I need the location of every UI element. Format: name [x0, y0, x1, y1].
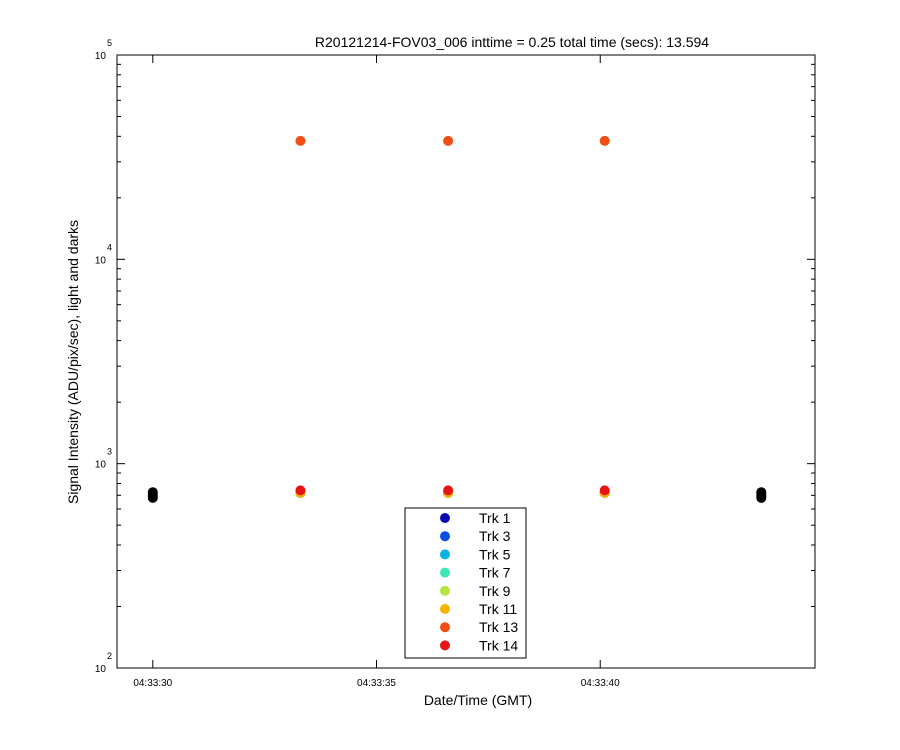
legend-label-trk-11: Trk 11: [479, 601, 517, 617]
point-trk-14: [443, 485, 454, 496]
chart-title: R20121214-FOV03_006 inttime = 0.25 total…: [315, 34, 709, 50]
legend-label-trk-5: Trk 5: [479, 546, 511, 562]
y-tick-exponent: 2: [107, 651, 112, 661]
y-tick-exponent: 4: [107, 242, 112, 252]
point-trk-14: [295, 485, 306, 496]
legend-marker-trk-11: [440, 604, 450, 614]
point-trk-14: [599, 485, 610, 496]
legend-marker-trk-5: [440, 549, 450, 560]
plot-frame: [116, 54, 816, 669]
dark-point: [756, 487, 767, 498]
legend-marker-trk-14: [440, 640, 450, 651]
x-axis-label: Date/Time (GMT): [424, 692, 532, 708]
legend-marker-trk-7: [440, 567, 450, 578]
legend-label-trk-13: Trk 13: [479, 619, 518, 635]
legend: Trk 1 Trk 3 Trk 5 Trk 7 Trk 9 Trk 11 Trk 13 Trk…: [404, 507, 527, 659]
y-tick-exponent: 3: [107, 447, 112, 457]
legend-label-trk-14: Trk 14: [479, 637, 518, 653]
legend-marker-trk-3: [440, 531, 450, 542]
y-tick-label: 10: [95, 664, 107, 675]
y-axis-label: Signal Intensity (ADU/pix/sec), light an…: [65, 220, 81, 504]
legend-marker-trk-9: [440, 585, 450, 596]
x-tick-label: 04:33:35: [357, 678, 396, 689]
y-tick-label: 10: [95, 51, 107, 62]
x-tick-label: 04:33:30: [133, 678, 172, 689]
point-trk-13: [599, 135, 610, 146]
legend-box: [404, 507, 527, 659]
legend-marker-trk-1: [440, 513, 450, 523]
point-trk-13: [443, 135, 454, 146]
legend-label-trk-3: Trk 3: [479, 528, 511, 544]
y-tick-label: 10: [95, 255, 107, 266]
legend-marker-trk-13: [440, 622, 450, 633]
y-tick-exponent: 5: [107, 38, 112, 48]
point-trk-13: [295, 135, 306, 146]
dark-point: [147, 487, 158, 498]
legend-label-trk-7: Trk 7: [479, 565, 511, 581]
legend-label-trk-1: Trk 1: [479, 510, 511, 526]
y-tick-label: 10: [95, 460, 107, 471]
x-tick-label: 04:33:40: [581, 678, 620, 689]
plot-area: [147, 135, 767, 503]
legend-label-trk-9: Trk 9: [479, 583, 511, 599]
